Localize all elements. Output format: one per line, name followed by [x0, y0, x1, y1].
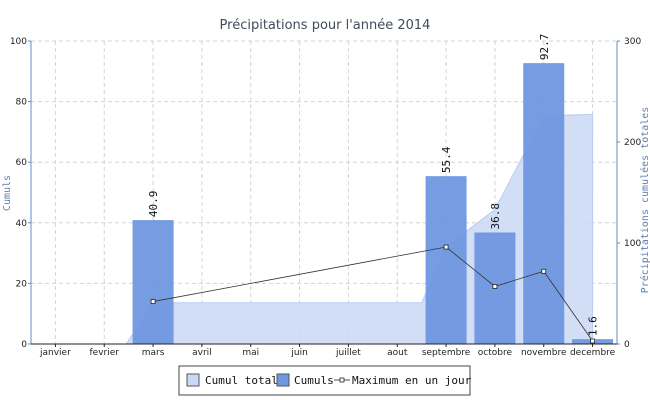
- legend: Cumul total Cumuls Maximum en un jour: [178, 365, 472, 396]
- x-tick: juin: [290, 348, 307, 358]
- x-tick: octobre: [478, 348, 513, 358]
- bar-value-label: 36.8: [489, 203, 502, 230]
- y-tick-left: 0: [21, 340, 27, 350]
- bar: [523, 63, 565, 345]
- max-point: [150, 299, 156, 304]
- chart-title: Précipitations pour l'année 2014: [220, 18, 431, 33]
- x-tick: decembre: [570, 348, 616, 358]
- y-tick-left: 80: [16, 98, 28, 108]
- x-tick: avril: [192, 348, 212, 358]
- max-line: [150, 244, 595, 344]
- grid: [31, 40, 617, 344]
- y-axis-left-label: Cumuls: [2, 175, 13, 211]
- x-tick: janvier: [39, 348, 71, 358]
- y-tick-right: 0: [624, 340, 630, 350]
- x-tick: mai: [242, 348, 259, 358]
- bar-value-label: 92.7: [538, 34, 551, 61]
- y-tick-right: 300: [624, 37, 641, 47]
- bar: [425, 176, 467, 344]
- max-point: [443, 244, 449, 250]
- legend-label-max: Maximum en un jour: [352, 374, 472, 387]
- y-tick-right: 100: [624, 239, 641, 249]
- bar-value-label: 1.6: [587, 316, 600, 336]
- y-tick-left: 60: [16, 158, 28, 168]
- y-tick-left: 40: [16, 219, 28, 229]
- y-tick-right: 200: [624, 138, 641, 148]
- legend-label-cumuls: Cumuls: [294, 374, 334, 387]
- x-tick: juillet: [335, 348, 361, 358]
- bar-value-label: 40.9: [147, 191, 160, 218]
- x-tick: novembre: [521, 348, 567, 358]
- bars: 40.9 55.4 36.8 92.7 1.6: [132, 34, 614, 345]
- y-tick-left: 20: [16, 279, 28, 289]
- max-point: [492, 284, 498, 289]
- bar-value-label: 55.4: [440, 146, 453, 173]
- x-tick: aout: [387, 348, 408, 358]
- y-axis-right-label: Précipitations cumulées totales: [639, 107, 650, 294]
- legend-swatch-cumuls: [276, 373, 290, 387]
- legend-label-cumul-total: Cumul total: [205, 374, 278, 387]
- x-tick: septembre: [422, 348, 471, 358]
- max-point: [541, 268, 547, 274]
- x-tick: fevrier: [90, 348, 120, 358]
- y-tick-left: 100: [10, 37, 27, 47]
- legend-swatch-cumul-total: [186, 373, 200, 387]
- axes: 0 20 40 60 80 100 0 100 200 300 janvier fevrier mars…: [10, 37, 642, 358]
- legend-marker-max: [339, 377, 345, 383]
- x-tick: mars: [142, 348, 165, 358]
- max-point: [590, 338, 595, 344]
- legend-box: [178, 365, 471, 396]
- bar: [132, 220, 174, 344]
